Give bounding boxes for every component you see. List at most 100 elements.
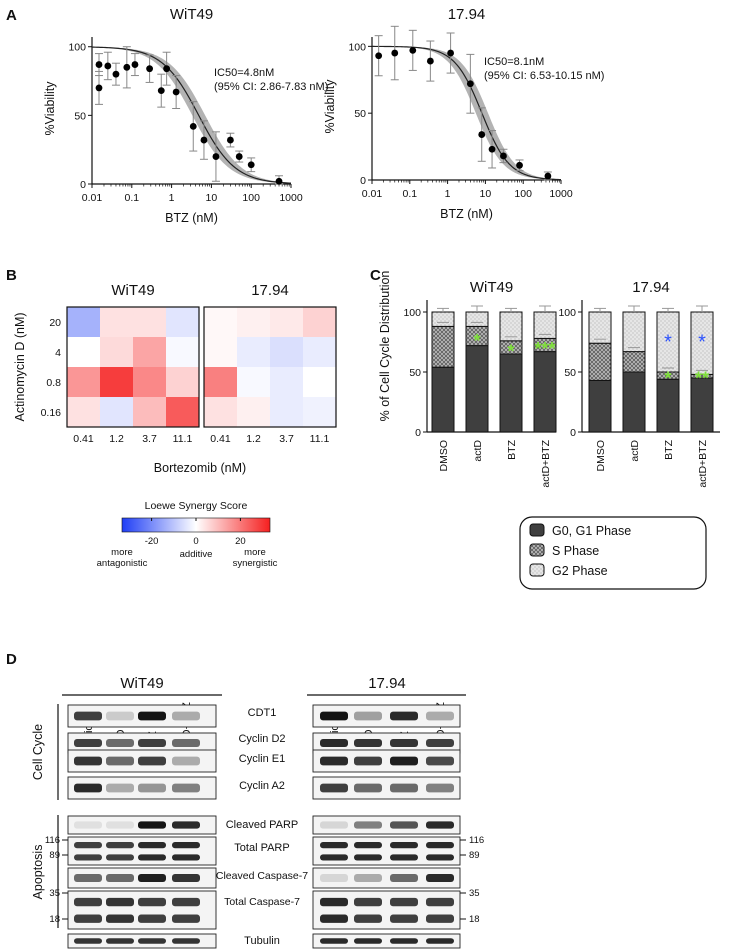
cellcycle-2-x-tick-label: BTZ xyxy=(663,439,675,459)
cellcycle-1-bar-segment xyxy=(465,345,489,433)
dose-chart-1-data-point xyxy=(95,84,103,92)
dose-chart-2-x-tick-label: 0.01 xyxy=(362,188,383,200)
dose-chart-2-data-point xyxy=(391,49,399,57)
cellcycle-1-bar-segment xyxy=(499,353,523,433)
blot-band xyxy=(106,783,134,793)
caption-synergistic-2: synergistic xyxy=(233,558,278,569)
blot-band xyxy=(426,756,454,766)
dose-chart-1-data-point xyxy=(104,62,112,70)
dose-chart-2-data-point xyxy=(500,152,507,160)
dose-chart-2-ic50-annotation-0: IC50=8.1nM xyxy=(484,56,544,68)
dose-chart-1-x-tick-label: 0.01 xyxy=(82,192,103,204)
blot-band xyxy=(106,854,134,861)
heatmap-2-cell xyxy=(303,367,337,398)
blot-band xyxy=(138,821,166,829)
blot-band xyxy=(106,842,134,849)
cellcycle-2-x-tick-label: actD xyxy=(629,440,641,462)
cellcycle-1-bar-segment xyxy=(465,311,489,327)
cellcycle-2-y-tick-label: 0 xyxy=(570,427,576,439)
heatmap-2-x-tick-label: 0.41 xyxy=(210,433,231,445)
dose-chart-1-data-point xyxy=(95,61,103,68)
panel-letter-c: C xyxy=(370,267,381,284)
blot-label-4: Cleaved PARP xyxy=(226,819,299,831)
dose-chart-2-x-tick-label: 1000 xyxy=(549,188,573,200)
dose-chart-1-x-tick-label: 0.1 xyxy=(124,192,139,204)
heatmap-1-title: WiT49 xyxy=(111,282,154,299)
heatmap-1-cell xyxy=(100,307,134,338)
dose-chart-1-data-point xyxy=(200,136,208,144)
blot-band xyxy=(138,874,166,882)
blot-band xyxy=(354,914,382,923)
blot-strip xyxy=(312,836,461,866)
blot-band xyxy=(320,783,348,793)
heatmap-1-cell xyxy=(100,337,134,368)
blot-strip xyxy=(312,867,461,889)
cellcycle-1-y-tick-label: 50 xyxy=(409,367,421,379)
marker-left-0: 116 xyxy=(45,835,60,846)
dose-chart-2-x-tick-label: 0.1 xyxy=(402,188,417,200)
blot-band xyxy=(172,783,200,793)
blot-band xyxy=(390,783,418,793)
dose-chart-2-y-tick-label: 0 xyxy=(360,175,366,187)
cellcycle-2-x-tick-label: DMSO xyxy=(595,440,607,472)
dose-chart-2-data-point xyxy=(466,80,474,88)
heatmap-1-cell xyxy=(166,367,200,398)
dose-chart-1-x-tick-label: 1000 xyxy=(279,192,303,204)
blot-band xyxy=(426,914,454,923)
heatmap-1-x-tick-label: 3.7 xyxy=(142,433,157,445)
heatmap-1-cell xyxy=(166,307,200,338)
heatmap-1-x-tick-label: 0.41 xyxy=(73,433,94,445)
blot-band xyxy=(390,821,418,829)
blot-band xyxy=(354,711,382,721)
blot-strip xyxy=(67,890,217,930)
heatmap-2-cell xyxy=(270,307,304,338)
blot-band xyxy=(138,783,166,793)
blot-band xyxy=(138,842,166,849)
blot-band xyxy=(354,897,382,907)
dose-chart-1-ic50-annotation-0: IC50=4.8nM xyxy=(214,67,274,79)
blot-band xyxy=(138,938,166,944)
marker-left-3: 18 xyxy=(49,914,60,925)
heatmap-2-cell xyxy=(303,397,337,428)
blot-strip xyxy=(312,890,461,930)
dose-chart-1-data-point xyxy=(189,122,197,130)
heatmap-2-cell xyxy=(237,367,271,398)
blot-band xyxy=(106,914,134,923)
dose-chart-2-data-point xyxy=(516,161,523,169)
heatmap-2-cell xyxy=(204,367,238,398)
heatmap-1-cell xyxy=(133,397,167,428)
blot-band xyxy=(390,874,418,882)
legend-swatch xyxy=(529,563,545,577)
blot-band xyxy=(74,756,102,766)
blot-cell-line-0: WiT49 xyxy=(120,675,163,692)
blot-band xyxy=(354,938,382,944)
cellcycle-2-significance-blue: * xyxy=(664,331,672,353)
dose-chart-1-ic50-annotation-1: (95% CI: 2.86-7.83 nM) xyxy=(214,81,328,93)
dose-chart-1-data-point xyxy=(131,61,139,68)
blot-band xyxy=(426,821,454,829)
blot-band xyxy=(106,711,134,721)
marker-right-2: 35 xyxy=(469,888,480,899)
dose-chart-1-data-point xyxy=(112,70,120,78)
cellcycle-1-bar-segment xyxy=(533,351,557,433)
blot-band xyxy=(354,739,382,747)
blot-band xyxy=(172,914,200,923)
cellcycle-1-significance-green: *** xyxy=(534,339,555,359)
dose-chart-1-data-point xyxy=(163,65,171,73)
colorbar-tick-label: -20 xyxy=(145,536,159,547)
blot-cell-line-1: 17.94 xyxy=(368,675,406,692)
cellcycle-1-bar-segment xyxy=(431,311,455,327)
colorbar-title: Loewe Synergy Score xyxy=(145,500,248,512)
blot-band xyxy=(426,874,454,882)
heatmap-2-cell xyxy=(237,337,271,368)
blot-band xyxy=(106,938,134,944)
blot-strip xyxy=(312,704,461,728)
heatmap-2-cell xyxy=(204,337,238,368)
blot-band xyxy=(172,711,200,721)
cellcycle-1-y-label: % of Cell Cycle Distribution xyxy=(378,271,392,422)
blot-band xyxy=(172,874,200,882)
panel-letter-d: D xyxy=(6,651,17,668)
colorbar-tick-label: 0 xyxy=(193,536,198,547)
blot-band xyxy=(354,842,382,849)
dose-chart-1-data-point xyxy=(226,136,234,144)
